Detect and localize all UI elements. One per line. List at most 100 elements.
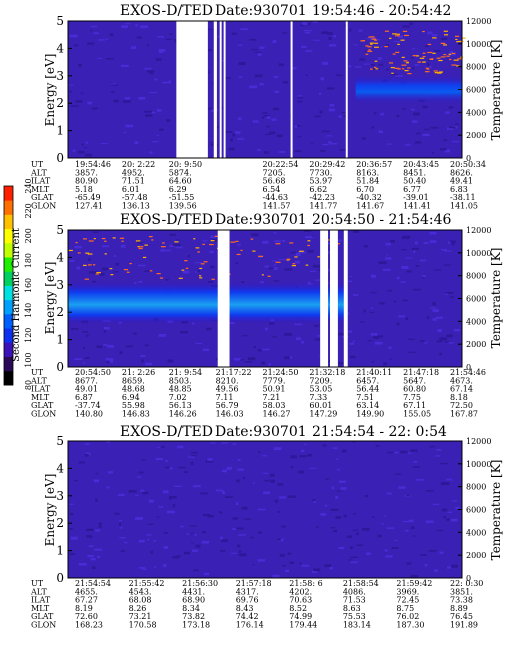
table-cell: 8626.	[450, 168, 473, 177]
spectrogram-hotspot	[199, 267, 203, 270]
spectrogram-cell	[273, 107, 280, 111]
spectrogram-cell	[378, 63, 384, 66]
spectrogram-cell	[271, 260, 276, 262]
spectrogram-cell	[373, 336, 379, 340]
spectrogram-cell	[312, 21, 318, 23]
spectrogram-cell	[352, 513, 357, 515]
spectrogram-hotspot	[275, 243, 281, 245]
spectrogram-cell	[405, 529, 409, 532]
spectrogram-hotspot	[214, 235, 219, 237]
spectrogram-cell	[113, 99, 119, 103]
spectrogram-cell	[330, 527, 336, 529]
table-cell: 7.33	[309, 393, 327, 402]
table-cell: 20: 9:50	[169, 160, 202, 169]
spectrogram-cell	[148, 499, 154, 503]
spectrogram-hotspot	[400, 39, 405, 41]
data-gap	[343, 230, 348, 367]
spectrogram-cell	[87, 258, 91, 261]
spectrogram-cell	[235, 131, 241, 134]
spectrogram-cell	[442, 508, 448, 512]
spectrogram-cell	[112, 271, 119, 273]
spectrogram-cell	[370, 292, 377, 294]
spectrogram-cell	[145, 114, 153, 117]
spectrogram-cell	[217, 35, 222, 38]
table-cell: 141.67	[356, 202, 384, 211]
spectrogram-cell	[449, 296, 455, 298]
spectrogram-cell	[135, 24, 138, 27]
spectrogram-cell	[272, 40, 277, 43]
spectrogram-hotspot	[438, 71, 443, 73]
spectrogram-cell	[401, 236, 410, 240]
table-cell: 8163.	[356, 168, 379, 177]
spectrogram-hotspot	[384, 45, 388, 48]
spectrogram-cell	[184, 551, 190, 555]
table-cell: 173.18	[182, 621, 210, 630]
spectrogram-cell	[449, 240, 456, 243]
spectrogram-cell	[359, 321, 365, 323]
spectrogram-hotspot	[121, 240, 124, 242]
spectrogram-cell	[195, 342, 202, 344]
spectrogram-cell	[169, 233, 176, 236]
spectrogram-cell	[321, 130, 330, 133]
spectrogram-cell	[266, 116, 271, 119]
spectrogram-cell	[98, 525, 102, 528]
spectrogram-cell	[389, 358, 392, 360]
spectrogram-cell	[299, 562, 302, 565]
spectrogram-hotspot	[210, 240, 215, 242]
spectrogram-hotspot	[75, 241, 78, 244]
spectrogram-cell	[219, 550, 226, 552]
spectrogram-cell	[83, 347, 86, 350]
colorbar-frame	[3, 185, 14, 386]
spectrogram-cell	[327, 32, 333, 35]
spectrogram-cell	[202, 348, 210, 352]
spectrogram-cell	[297, 97, 304, 99]
colorbar-tick-label: 80	[24, 380, 33, 390]
spectrogram-cell	[86, 535, 93, 538]
spectrogram-cell	[165, 466, 170, 469]
table-cell: 50.40	[403, 177, 426, 186]
table-cell: 170.58	[129, 621, 157, 630]
spectrogram-hotspot	[211, 278, 215, 280]
spectrogram-hotspot	[104, 253, 107, 255]
spectrogram-cell	[380, 523, 384, 525]
spectrogram-cell	[205, 459, 214, 463]
spectrogram-hotspot	[123, 269, 129, 271]
spectrogram-cell	[101, 245, 110, 248]
colorbar-swatch	[4, 356, 13, 372]
spectrogram-cell	[172, 504, 176, 508]
spectrogram-cell	[414, 64, 420, 66]
spectrogram-cell	[282, 81, 289, 84]
spectrogram-hotspot	[397, 43, 400, 45]
spectrogram-cell	[406, 562, 412, 565]
spectrogram-cell	[176, 239, 179, 241]
y2-tick-label: 10000	[466, 460, 491, 469]
table-cell: 8503.	[169, 376, 192, 385]
y2-tick-label: 2000	[466, 131, 486, 140]
spectrogram-cell	[379, 302, 385, 305]
spectrogram-cell	[156, 109, 162, 112]
spectrogram-cell	[86, 42, 95, 45]
spectrogram-cell	[70, 536, 78, 540]
spectrogram-cell	[390, 240, 396, 243]
spectrogram-cell	[356, 544, 364, 546]
spectrogram-hotspot	[402, 30, 408, 32]
panel-1-y2label: Temperature [K]	[489, 40, 503, 141]
spectrogram-cell	[169, 33, 173, 35]
spectrogram-cell	[294, 150, 302, 153]
spectrogram-cell	[158, 48, 166, 52]
spectrogram-cell	[329, 566, 333, 570]
spectrogram-cell	[80, 92, 84, 94]
spectrogram-cell	[238, 534, 246, 536]
table-cell: 20:36:57	[356, 160, 392, 169]
table-cell: 5874.	[169, 168, 192, 177]
spectrogram-hotspot	[401, 64, 407, 66]
spectrogram-hotspot	[95, 273, 99, 275]
spectrogram-cell	[331, 486, 335, 490]
spectrogram-cell	[169, 467, 173, 470]
spectrogram-cell	[335, 496, 339, 499]
spectrogram-cell	[396, 114, 400, 118]
spectrogram-hotspot	[443, 53, 447, 56]
spectrogram-cell	[147, 523, 154, 525]
spectrogram-cell	[394, 539, 398, 542]
spectrogram-hotspot	[436, 57, 441, 59]
